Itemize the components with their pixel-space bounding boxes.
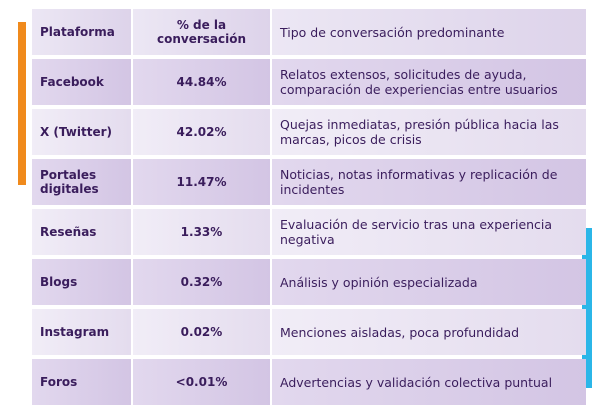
- table-cell: Advertencias y validación colectiva punt…: [272, 359, 586, 405]
- table: Plataforma% de la conversación Tipo de co…: [32, 9, 586, 405]
- table-cell: Quejas inmediatas, presión pública hacia…: [272, 109, 586, 155]
- orange-accent: [18, 22, 26, 185]
- table-cell: 0.32%: [133, 259, 270, 305]
- table-cell: X (Twitter): [32, 109, 131, 155]
- table-cell: Facebook: [32, 59, 131, 105]
- table-cell: Menciones aisladas, poca profundidad: [272, 309, 586, 355]
- table-cell: Evaluación de servicio tras una experien…: [272, 209, 586, 255]
- header-cell: % de la conversación: [133, 9, 270, 55]
- table-cell: 44.84%: [133, 59, 270, 105]
- table-cell: 1.33%: [133, 209, 270, 255]
- table-cell: Instagram: [32, 309, 131, 355]
- table-cell: Relatos extensos, solicitudes de ayuda, …: [272, 59, 586, 105]
- table-cell: Portales digitales: [32, 159, 131, 205]
- table-cell: 0.02%: [133, 309, 270, 355]
- table-cell: Foros: [32, 359, 131, 405]
- table-cell: Reseñas: [32, 209, 131, 255]
- table-cell: Blogs: [32, 259, 131, 305]
- table-cell: <0.01%: [133, 359, 270, 405]
- table-cell: Análisis y opinión especializada: [272, 259, 586, 305]
- header-cell: Tipo de conversación predominante: [272, 9, 586, 55]
- blue-accent: [582, 228, 592, 388]
- table-cell: Noticias, notas informativas y replicaci…: [272, 159, 586, 205]
- header-cell: Plataforma: [32, 9, 131, 55]
- table-cell: 11.47%: [133, 159, 270, 205]
- table-cell: 42.02%: [133, 109, 270, 155]
